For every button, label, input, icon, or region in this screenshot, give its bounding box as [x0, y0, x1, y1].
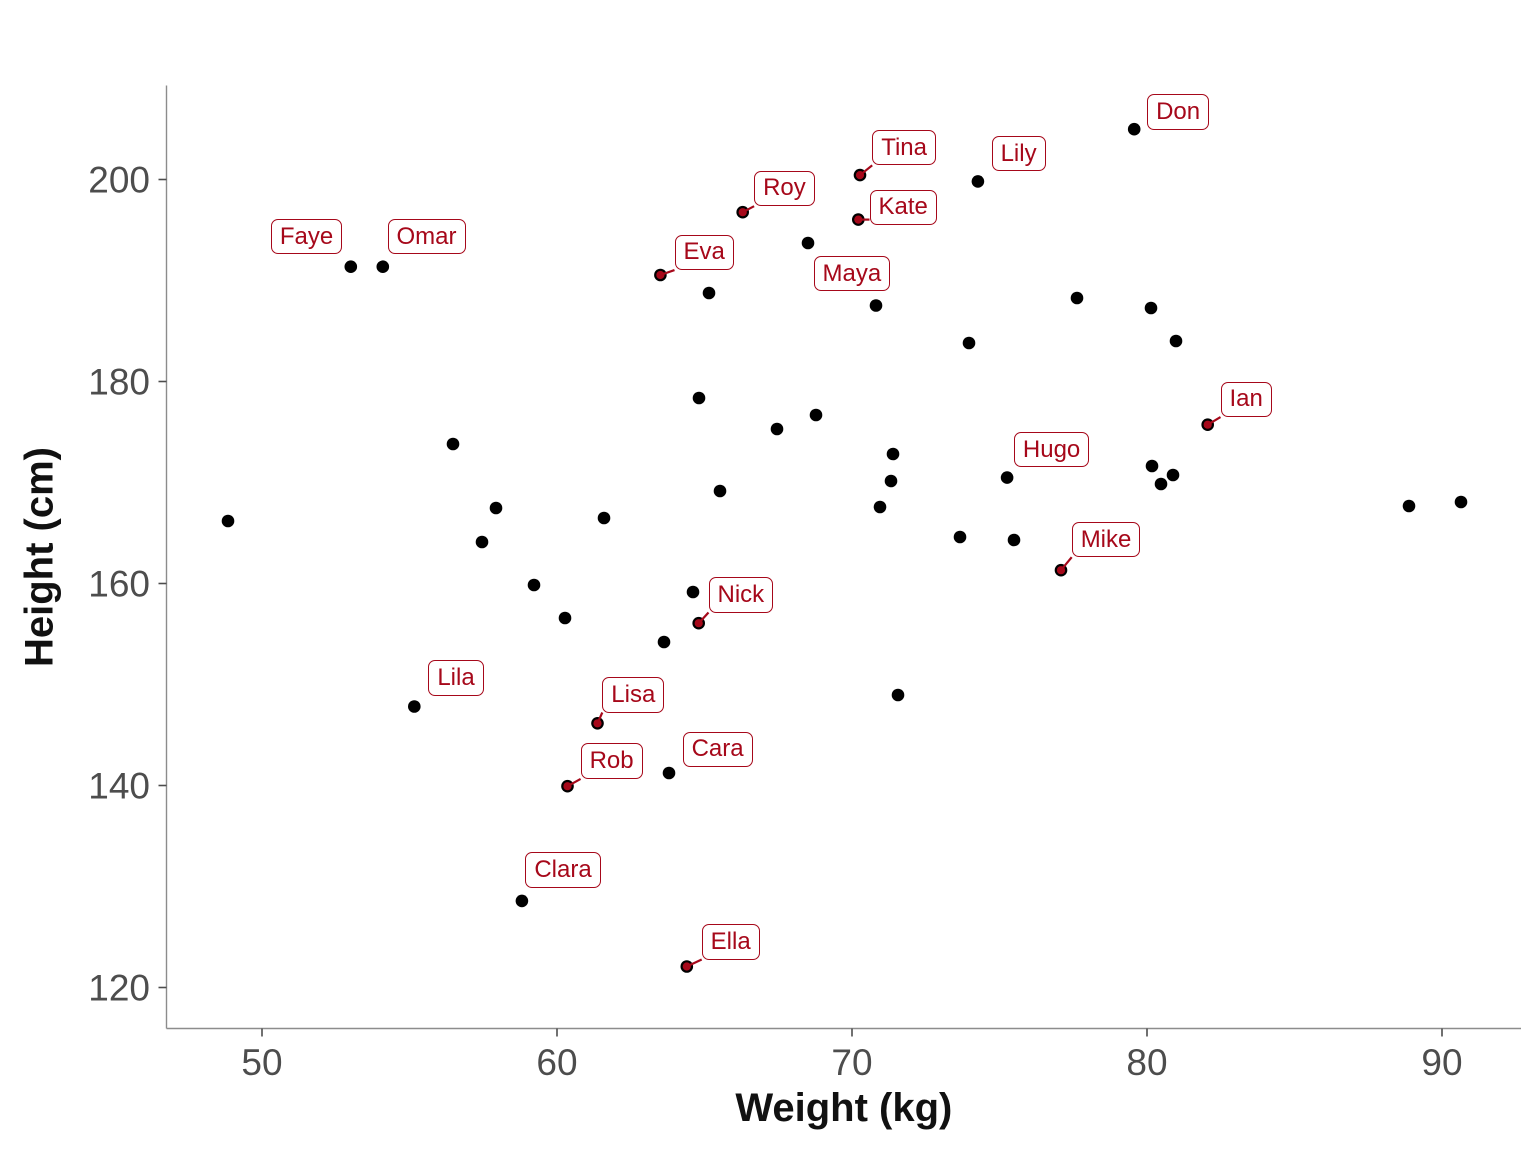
svg-text:60: 60: [536, 1042, 577, 1083]
svg-text:140: 140: [88, 766, 150, 807]
svg-text:90: 90: [1421, 1042, 1462, 1083]
svg-text:120: 120: [88, 968, 150, 1009]
svg-text:180: 180: [88, 362, 150, 403]
svg-text:70: 70: [831, 1042, 872, 1083]
svg-text:160: 160: [88, 564, 150, 605]
svg-text:80: 80: [1126, 1042, 1167, 1083]
svg-text:50: 50: [241, 1042, 282, 1083]
svg-text:200: 200: [88, 160, 150, 201]
